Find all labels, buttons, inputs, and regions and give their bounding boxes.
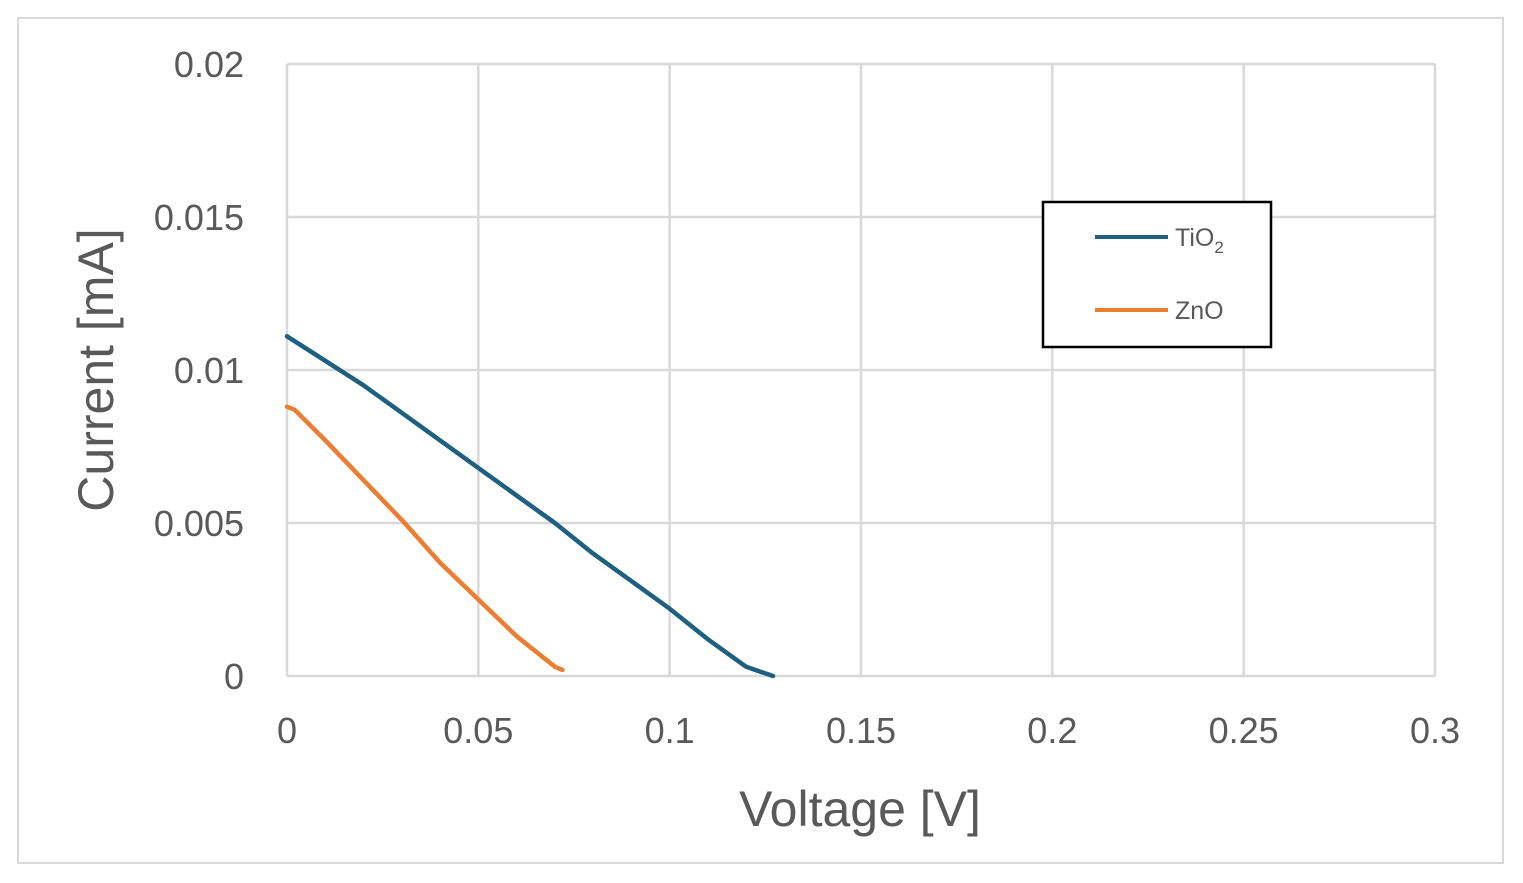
series-lines xyxy=(284,334,776,679)
grid xyxy=(285,62,1437,678)
x-tick-label: 0.25 xyxy=(1209,710,1279,751)
y-tick-label: 0.005 xyxy=(154,503,244,544)
series-line-zno xyxy=(284,404,565,673)
y-axis-ticks: 0 0.005 0.01 0.015 0.02 xyxy=(154,44,244,697)
legend-label-zno: ZnO xyxy=(1175,297,1224,325)
legend-label-tio2: TiO2 xyxy=(1175,224,1224,257)
legend-label-tio2-base: TiO xyxy=(1175,224,1214,252)
y-tick-label: 0 xyxy=(224,656,244,697)
x-axis-ticks: 0 0.05 0.1 0.15 0.2 0.25 0.3 xyxy=(277,710,1460,751)
x-tick-label: 0.1 xyxy=(645,710,695,751)
series-line-tio2 xyxy=(284,334,776,679)
y-tick-label: 0.02 xyxy=(174,44,244,85)
x-tick-label: 0.3 xyxy=(1410,710,1460,751)
x-tick-label: 0.05 xyxy=(443,710,513,751)
legend-label-tio2-subscript: 2 xyxy=(1214,238,1223,257)
y-tick-label: 0.01 xyxy=(174,350,244,391)
x-axis-title: Voltage [V] xyxy=(739,781,981,837)
legend: TiO2 ZnO xyxy=(1041,200,1273,349)
legend-box xyxy=(1041,200,1273,349)
x-tick-label: 0 xyxy=(277,710,297,751)
y-tick-label: 0.015 xyxy=(154,197,244,238)
x-tick-label: 0.15 xyxy=(826,710,896,751)
chart-frame xyxy=(17,17,1504,864)
x-tick-label: 0.2 xyxy=(1027,710,1077,751)
y-axis-title: Current [mA] xyxy=(68,228,124,511)
